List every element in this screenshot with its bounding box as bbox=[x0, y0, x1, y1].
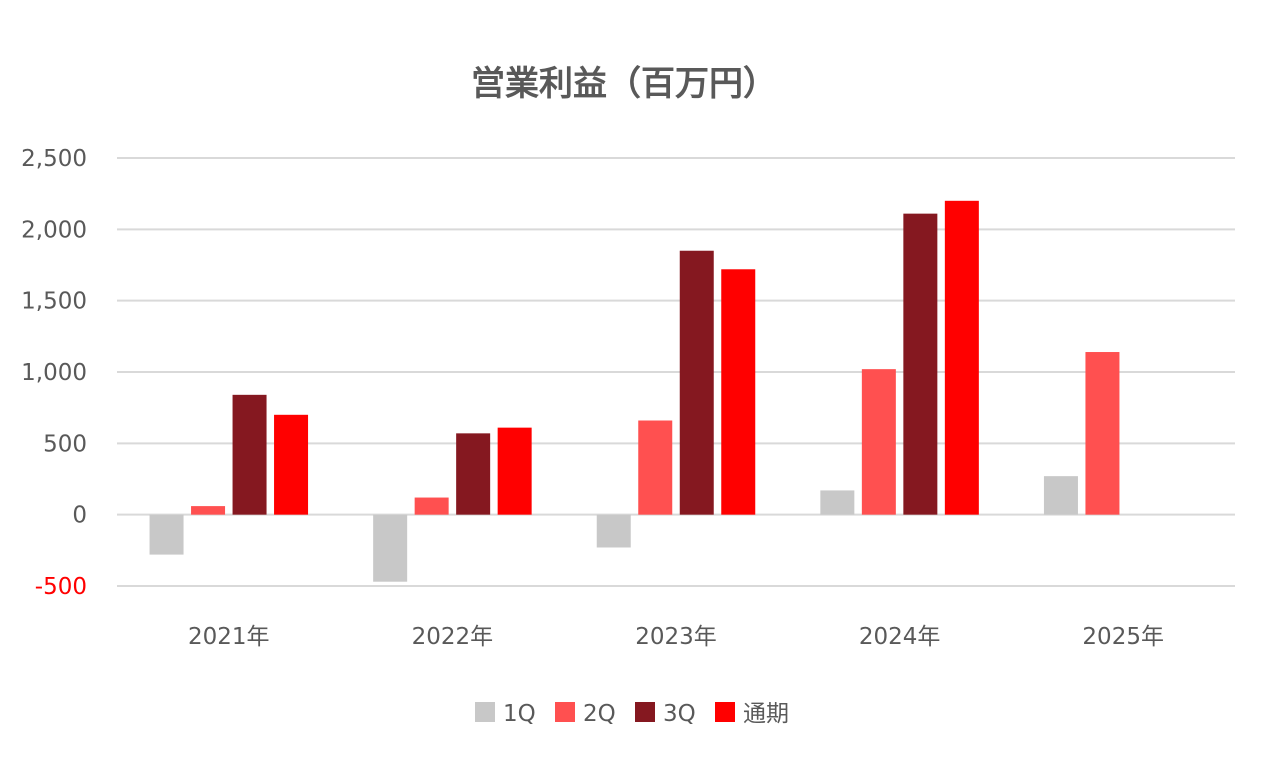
x-category-label: 2025年 bbox=[1082, 624, 1164, 650]
bar bbox=[414, 497, 449, 515]
y-axis-ticks: -500 0 500 1,000 1,500 2,000 2,500 bbox=[21, 146, 87, 600]
bar bbox=[820, 490, 855, 515]
y-tick-label: 2,500 bbox=[21, 146, 87, 172]
x-category-label: 2022年 bbox=[412, 624, 494, 650]
legend-swatch bbox=[715, 702, 735, 722]
bar bbox=[274, 414, 309, 515]
x-category-label: 2024年 bbox=[859, 624, 941, 650]
legend-label: 通期 bbox=[743, 701, 789, 727]
bar bbox=[721, 269, 756, 515]
legend-swatch bbox=[475, 702, 495, 722]
bars bbox=[149, 200, 1120, 582]
y-tick-label: 2,000 bbox=[21, 217, 87, 243]
bar bbox=[497, 427, 532, 515]
legend-label: 1Q bbox=[503, 701, 536, 727]
y-tick-label: 500 bbox=[43, 431, 87, 457]
bar bbox=[456, 433, 491, 515]
legend-label: 3Q bbox=[663, 701, 696, 727]
bar bbox=[903, 213, 938, 515]
bar bbox=[944, 200, 979, 515]
bar bbox=[596, 514, 631, 548]
bar bbox=[373, 514, 408, 582]
bar bbox=[679, 250, 714, 515]
x-category-label: 2023年 bbox=[635, 624, 717, 650]
bar bbox=[861, 369, 896, 515]
y-tick-label: 0 bbox=[72, 503, 87, 529]
gridlines bbox=[117, 157, 1235, 587]
y-tick-label: 1,000 bbox=[21, 360, 87, 386]
x-axis-categories: 2021年 2022年 2023年 2024年 2025年 bbox=[188, 624, 1164, 650]
bar bbox=[1043, 476, 1078, 515]
bar bbox=[232, 394, 267, 515]
bar bbox=[638, 420, 673, 515]
y-tick-label: -500 bbox=[35, 574, 87, 600]
legend-swatch bbox=[635, 702, 655, 722]
bar bbox=[149, 514, 184, 555]
bar bbox=[1085, 352, 1120, 515]
y-tick-label: 1,500 bbox=[21, 289, 87, 315]
legend-label: 2Q bbox=[583, 701, 616, 727]
x-category-label: 2021年 bbox=[188, 624, 270, 650]
legend-swatch bbox=[555, 702, 575, 722]
bar bbox=[191, 506, 226, 515]
chart-title: 営業利益（百万円） bbox=[471, 64, 777, 104]
legend: 1Q 2Q 3Q 通期 bbox=[475, 701, 789, 727]
